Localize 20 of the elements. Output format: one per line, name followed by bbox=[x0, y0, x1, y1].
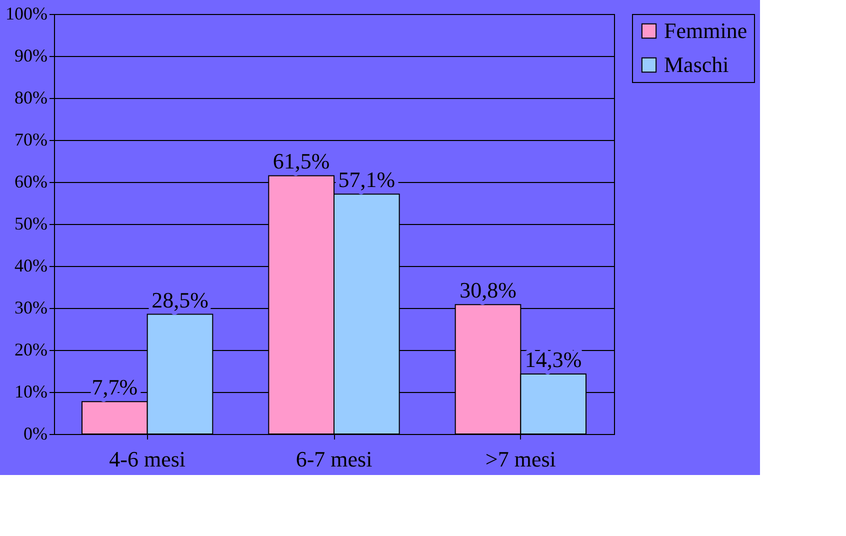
x-tick-label: 6-7 mesi bbox=[296, 446, 372, 472]
y-tick-label: 70% bbox=[14, 130, 48, 150]
legend-label: Femmine bbox=[664, 18, 748, 43]
x-tick-label: 4-6 mesi bbox=[109, 446, 186, 472]
y-tick-label: 20% bbox=[14, 340, 48, 360]
data-label: 30,8% bbox=[460, 278, 516, 303]
y-tick-label: 40% bbox=[14, 256, 48, 276]
data-label: 61,5% bbox=[272, 148, 330, 174]
data-label: 28,5% bbox=[152, 287, 208, 312]
y-tick-label: 0% bbox=[24, 424, 48, 444]
y-tick-label: 60% bbox=[14, 172, 48, 192]
data-label: 14,3% bbox=[524, 346, 582, 372]
y-tick-label: 100% bbox=[6, 4, 48, 24]
y-tick-label: 10% bbox=[14, 382, 48, 402]
y-tick-label: 90% bbox=[14, 46, 48, 66]
y-tick-label: 50% bbox=[14, 214, 48, 234]
y-tick-label: 30% bbox=[14, 298, 48, 318]
y-tick-label: 80% bbox=[14, 88, 48, 108]
x-tick-label: >7 mesi bbox=[485, 446, 556, 472]
legend-label: Maschi bbox=[664, 52, 729, 77]
